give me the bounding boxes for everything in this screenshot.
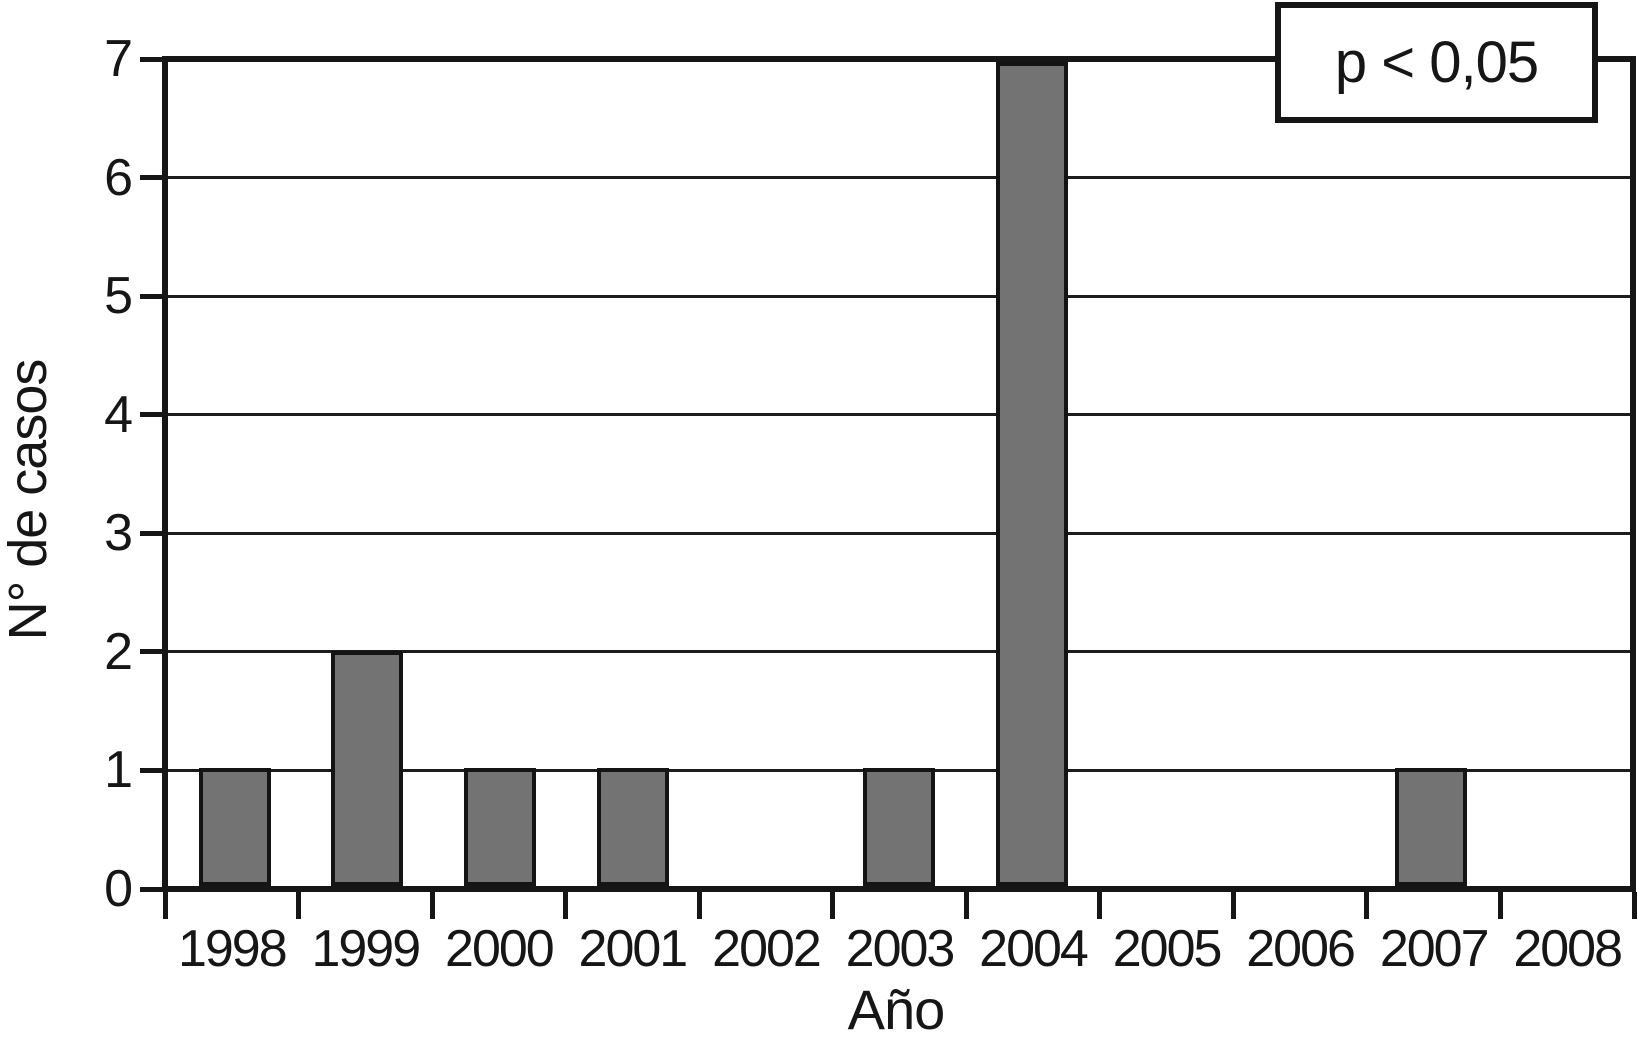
y-tick-4 xyxy=(140,412,164,418)
x-tick-label-1999: 1999 xyxy=(311,920,421,978)
y-tick-5 xyxy=(140,293,164,299)
y-tick-label-2: 2 xyxy=(104,622,133,681)
y-tick-2 xyxy=(140,649,164,655)
y-tick-label-1: 1 xyxy=(104,741,133,800)
x-tick-label-2000: 2000 xyxy=(445,920,555,978)
y-tick-3 xyxy=(140,530,164,536)
y-tick-6 xyxy=(140,175,164,181)
x-tick-0 xyxy=(162,892,168,919)
y-tick-1 xyxy=(140,767,164,773)
gridline-y5 xyxy=(168,294,1630,298)
annotation-box: p < 0,05 xyxy=(1275,2,1598,123)
bar-2004 xyxy=(995,62,1068,886)
x-tick-label-2004: 2004 xyxy=(979,920,1089,978)
x-tick-7 xyxy=(1097,892,1103,919)
y-tick-label-4: 4 xyxy=(104,385,133,444)
gridline-y2 xyxy=(168,650,1630,654)
annotation-text: p < 0,05 xyxy=(1334,30,1539,95)
x-tick-label-2001: 2001 xyxy=(578,920,689,978)
plot-area xyxy=(162,56,1636,892)
x-tick-11 xyxy=(1631,892,1637,919)
bar-1998 xyxy=(198,768,271,886)
x-tick-label-2002: 2002 xyxy=(712,920,822,978)
y-tick-label-3: 3 xyxy=(104,504,133,563)
x-axis-title: Año xyxy=(847,978,946,1041)
x-tick-label-2003: 2003 xyxy=(845,920,956,978)
x-tick-2 xyxy=(429,892,435,919)
x-tick-6 xyxy=(963,892,969,919)
x-tick-label-1998: 1998 xyxy=(177,920,288,978)
x-tick-1 xyxy=(296,892,301,919)
x-tick-label-2007: 2007 xyxy=(1379,920,1490,978)
y-tick-label-5: 5 xyxy=(104,267,133,326)
bar-1999 xyxy=(331,651,404,886)
gridline-y4 xyxy=(168,413,1630,417)
x-tick-label-2005: 2005 xyxy=(1112,920,1223,978)
x-tick-9 xyxy=(1364,892,1370,919)
x-tick-label-2008: 2008 xyxy=(1513,920,1623,978)
x-tick-label-2006: 2006 xyxy=(1246,920,1356,978)
x-tick-10 xyxy=(1498,892,1503,919)
bar-2003 xyxy=(863,768,935,886)
bar-2007 xyxy=(1394,768,1467,886)
y-tick-label-7: 7 xyxy=(104,30,133,88)
bar-2001 xyxy=(597,768,670,886)
y-tick-0 xyxy=(140,886,164,892)
x-tick-8 xyxy=(1230,892,1236,919)
bar-2000 xyxy=(464,768,537,886)
gridline-y3 xyxy=(168,531,1630,535)
gridline-y6 xyxy=(168,176,1630,180)
x-tick-3 xyxy=(563,892,569,919)
y-tick-7 xyxy=(140,56,164,62)
x-tick-5 xyxy=(830,892,836,919)
y-tick-label-6: 6 xyxy=(104,148,133,207)
y-tick-label-0: 0 xyxy=(104,860,133,918)
x-tick-4 xyxy=(696,892,702,919)
